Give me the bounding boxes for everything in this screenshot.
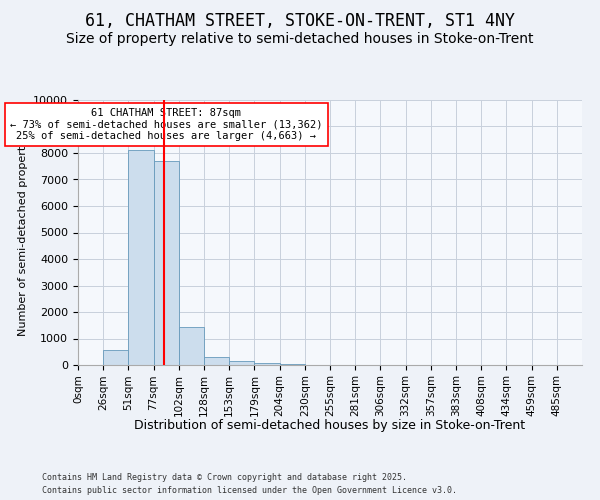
Bar xyxy=(204,357,229,365)
Bar xyxy=(128,150,154,365)
Text: Contains public sector information licensed under the Open Government Licence v3: Contains public sector information licen… xyxy=(42,486,457,495)
Bar xyxy=(154,161,179,365)
Bar xyxy=(280,364,305,365)
Text: Size of property relative to semi-detached houses in Stoke-on-Trent: Size of property relative to semi-detach… xyxy=(66,32,534,46)
Y-axis label: Number of semi-detached properties: Number of semi-detached properties xyxy=(18,130,28,336)
Text: Contains HM Land Registry data © Crown copyright and database right 2025.: Contains HM Land Registry data © Crown c… xyxy=(42,472,407,482)
Bar xyxy=(254,363,280,365)
Bar xyxy=(103,350,128,365)
Bar xyxy=(229,362,254,365)
X-axis label: Distribution of semi-detached houses by size in Stoke-on-Trent: Distribution of semi-detached houses by … xyxy=(134,419,526,432)
Text: 61, CHATHAM STREET, STOKE-ON-TRENT, ST1 4NY: 61, CHATHAM STREET, STOKE-ON-TRENT, ST1 … xyxy=(85,12,515,30)
Bar xyxy=(179,326,204,365)
Text: 61 CHATHAM STREET: 87sqm
← 73% of semi-detached houses are smaller (13,362)
25% : 61 CHATHAM STREET: 87sqm ← 73% of semi-d… xyxy=(10,108,322,141)
